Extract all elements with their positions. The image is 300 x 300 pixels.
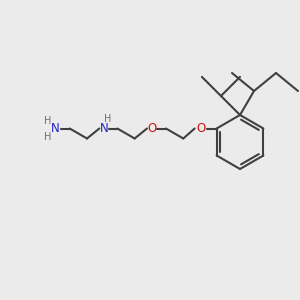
Text: H: H	[44, 116, 51, 125]
Text: O: O	[147, 122, 157, 135]
Text: N: N	[100, 122, 109, 135]
Text: H: H	[103, 115, 111, 124]
Text: O: O	[196, 122, 205, 135]
Text: N: N	[51, 122, 60, 135]
Text: H: H	[44, 131, 51, 142]
